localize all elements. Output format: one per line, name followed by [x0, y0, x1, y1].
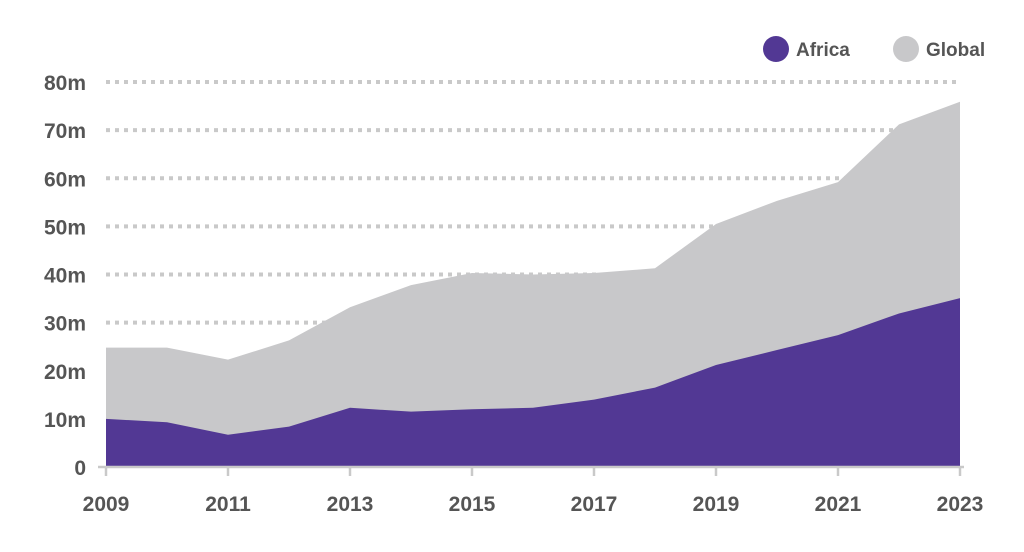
y-tick-label: 10m [44, 409, 86, 432]
x-tick-label: 2015 [449, 493, 496, 516]
legend-label-africa: Africa [796, 40, 850, 61]
y-tick-label: 40m [44, 265, 86, 288]
x-tick-label: 2019 [693, 493, 740, 516]
legend-swatch-africa [763, 36, 789, 62]
x-axis [98, 465, 964, 476]
x-tick-label: 2011 [205, 493, 251, 516]
x-tick-label: 2009 [83, 493, 130, 516]
y-tick-label: 20m [44, 361, 86, 384]
legend: Africa Global [763, 36, 985, 62]
x-tick-label: 2017 [571, 493, 618, 516]
y-axis-tick-labels: 0 10m 20m 30m 40m 50m 60m 70m 80m [44, 72, 86, 480]
y-tick-label: 50m [44, 216, 86, 239]
x-tick-label: 2013 [327, 493, 374, 516]
x-axis-tick-labels: 2009 2011 2013 2015 2017 2019 2021 2023 [83, 493, 984, 516]
y-tick-label: 70m [44, 120, 86, 143]
y-tick-label: 0 [74, 457, 86, 480]
legend-swatch-global [893, 36, 919, 62]
y-tick-label: 60m [44, 168, 86, 191]
area-africa [106, 298, 960, 467]
y-tick-label: 30m [44, 313, 86, 336]
y-tick-label: 80m [44, 72, 86, 95]
x-tick-label: 2021 [815, 493, 862, 516]
x-tick-label: 2023 [937, 493, 984, 516]
legend-label-global: Global [926, 40, 985, 61]
series-areas [106, 101, 960, 467]
